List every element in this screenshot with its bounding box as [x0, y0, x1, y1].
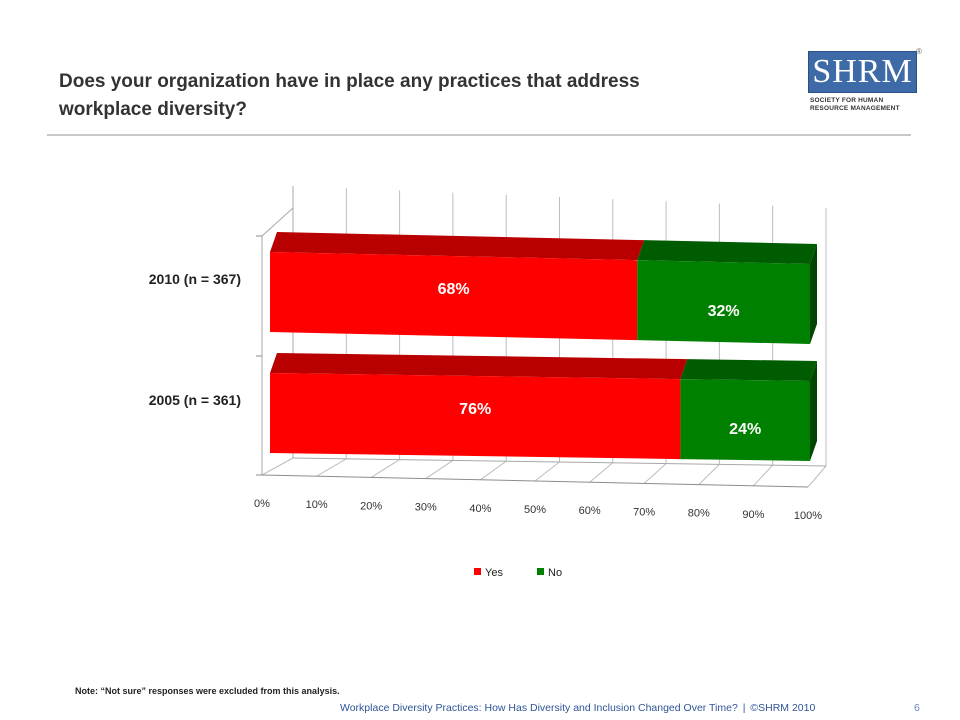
bar-side-0 [810, 244, 817, 344]
bar-yes-0 [270, 252, 638, 341]
floor-gridline-7 [643, 463, 667, 484]
bar-top-yes-0 [270, 232, 645, 261]
footer: Workplace Diversity Practices: How Has D… [340, 702, 815, 714]
footer-separator: | [742, 702, 746, 714]
logo-subtitle-line2: RESOURCE MANAGEMENT [810, 105, 900, 112]
data-label-yes-0: 68% [438, 281, 470, 298]
bar-yes-1 [270, 373, 681, 460]
logo-subtitle-line1: SOCIETY FOR HUMAN [810, 97, 884, 104]
floor-gridline-9 [753, 464, 774, 487]
side-wall-top [261, 207, 294, 237]
legend-label-no: No [548, 567, 562, 579]
bar-side-1 [810, 361, 817, 461]
data-label-no-0: 32% [708, 303, 740, 320]
floor-gridline-0 [261, 457, 294, 476]
floor-gridline-10 [807, 465, 827, 488]
bar-top-no-1 [680, 359, 817, 381]
logo-subtitle: SOCIETY FOR HUMAN RESOURCE MANAGEMENT [810, 97, 920, 113]
floor-gridline-6 [589, 462, 614, 483]
title-divider [47, 134, 911, 136]
footer-copyright: ©SHRM 2010 [750, 702, 816, 714]
bar-no-0 [637, 260, 810, 344]
category-label-0: 2010 (n = 367) [149, 271, 241, 287]
x-tick-label-3: 30% [415, 502, 437, 514]
back-floor-edge [292, 457, 827, 467]
legend-label-yes: Yes [485, 567, 503, 579]
slide-title: Does your organization have in place any… [59, 71, 640, 120]
floor-gridline-5 [534, 461, 560, 482]
bar-top-yes-1 [270, 353, 688, 380]
x-tick-label-6: 60% [579, 505, 601, 517]
floor-gridline-3 [425, 459, 454, 480]
floor-gridline-1 [316, 458, 347, 477]
x-tick-label-5: 50% [524, 504, 546, 516]
x-tick-label-2: 20% [360, 500, 382, 512]
x-tick-label-10: 100% [794, 510, 822, 522]
x-tick-label-7: 70% [633, 506, 655, 518]
data-label-no-1: 24% [729, 421, 761, 438]
page-number: 6 [914, 702, 920, 714]
bar-top-no-0 [637, 240, 817, 264]
logo-letters: SHRM [812, 53, 913, 90]
footer-title: Workplace Diversity Practices: How Has D… [340, 702, 738, 714]
legend-swatch-yes [474, 568, 481, 575]
floor-gridline-4 [480, 460, 507, 481]
shrm-logo: SHRM ® SOCIETY FOR HUMAN RESOURCE MANAGE… [806, 47, 922, 123]
legend-swatch-no [537, 568, 544, 575]
x-tick-label-8: 80% [688, 508, 710, 520]
x-tick-label-1: 10% [306, 499, 328, 511]
x-axis-line [261, 474, 809, 488]
x-tick-label-4: 40% [469, 503, 491, 515]
footnote: Note: “Not sure” responses were excluded… [75, 686, 340, 696]
x-tick-label-0: 0% [254, 498, 270, 510]
data-label-yes-1: 76% [459, 401, 491, 418]
floor-gridline-2 [370, 459, 400, 478]
bar-no-1 [680, 379, 810, 461]
category-label-1: 2005 (n = 361) [149, 392, 241, 408]
logo-box: SHRM [808, 51, 917, 93]
floor-gridline-8 [698, 464, 720, 485]
x-tick-label-9: 90% [742, 509, 764, 521]
logo-registered-mark: ® [916, 47, 922, 56]
